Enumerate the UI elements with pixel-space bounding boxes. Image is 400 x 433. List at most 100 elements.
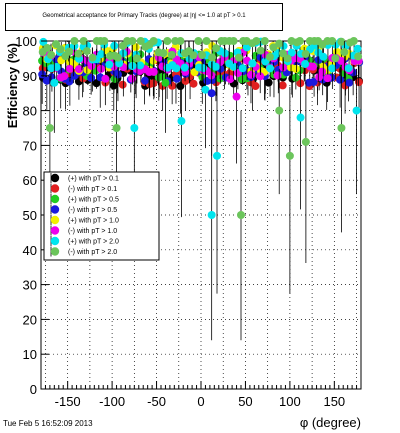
legend-label: (+) with pT > 0.5 bbox=[68, 197, 119, 204]
x-tick-label: 50 bbox=[238, 394, 252, 409]
legend-marker bbox=[50, 184, 60, 193]
legend-label: (-) with pT > 0.1 bbox=[68, 186, 117, 193]
data-point bbox=[252, 37, 261, 45]
data-point bbox=[256, 46, 265, 55]
data-point bbox=[208, 53, 217, 62]
data-point-outlier bbox=[112, 124, 121, 132]
legend-label: (+) with pT > 2.0 bbox=[68, 239, 119, 246]
data-point bbox=[149, 67, 158, 76]
data-point bbox=[275, 39, 284, 48]
data-point bbox=[234, 53, 243, 62]
data-point bbox=[331, 54, 340, 63]
data-point bbox=[328, 37, 337, 45]
data-point-outlier bbox=[285, 151, 294, 160]
x-tick-label: -50 bbox=[147, 394, 166, 409]
data-point bbox=[337, 37, 346, 46]
y-tick-label: 40 bbox=[23, 243, 37, 258]
data-point bbox=[97, 50, 106, 59]
legend-marker bbox=[50, 215, 60, 225]
data-point-outlier bbox=[177, 117, 186, 126]
legend-marker bbox=[50, 194, 60, 204]
data-point bbox=[149, 37, 158, 45]
data-point-outlier bbox=[161, 78, 170, 87]
legend-label: (+) with pT > 1.0 bbox=[68, 218, 119, 225]
data-point bbox=[278, 81, 287, 90]
data-point-outlier bbox=[275, 106, 284, 115]
data-point bbox=[136, 37, 145, 45]
y-tick-label: 50 bbox=[23, 208, 37, 223]
y-tick-label: 100 bbox=[15, 34, 37, 49]
data-point bbox=[291, 64, 300, 73]
data-point bbox=[264, 78, 273, 87]
data-point bbox=[287, 48, 296, 57]
data-point-outlier bbox=[301, 137, 310, 146]
data-point bbox=[74, 65, 83, 74]
data-point bbox=[149, 79, 158, 88]
data-point bbox=[101, 74, 110, 83]
data-point bbox=[38, 70, 47, 79]
y-tick-label: 80 bbox=[23, 104, 37, 119]
data-point bbox=[336, 75, 345, 84]
x-tick-label: -100 bbox=[99, 394, 125, 409]
data-point bbox=[159, 49, 168, 58]
data-point-outlier bbox=[296, 113, 305, 122]
data-point bbox=[265, 52, 274, 61]
data-point bbox=[256, 72, 265, 81]
data-point bbox=[248, 59, 257, 68]
x-tick-label: 0 bbox=[197, 394, 204, 409]
data-point-outlier bbox=[50, 78, 59, 87]
data-point bbox=[172, 64, 181, 73]
data-point bbox=[273, 71, 282, 80]
data-point-outlier bbox=[130, 124, 139, 132]
data-point bbox=[266, 64, 275, 73]
y-tick-label: 10 bbox=[23, 347, 37, 362]
y-tick-label: 30 bbox=[23, 278, 37, 293]
data-point bbox=[354, 52, 363, 61]
data-point bbox=[132, 54, 141, 63]
data-point bbox=[172, 74, 181, 83]
data-point bbox=[52, 63, 61, 72]
data-point bbox=[131, 43, 140, 52]
x-tick-label: -150 bbox=[55, 394, 81, 409]
data-point bbox=[56, 45, 65, 54]
data-point bbox=[345, 78, 354, 87]
data-point bbox=[163, 37, 172, 45]
data-point bbox=[229, 62, 238, 71]
data-point bbox=[46, 51, 55, 60]
data-point bbox=[301, 59, 310, 68]
y-tick-label: 20 bbox=[23, 312, 37, 327]
x-tick-label: 150 bbox=[323, 394, 345, 409]
data-point bbox=[211, 62, 220, 71]
data-point bbox=[189, 79, 198, 88]
data-point bbox=[229, 37, 238, 45]
data-point bbox=[82, 47, 91, 56]
data-point bbox=[295, 37, 304, 45]
data-point bbox=[269, 43, 278, 52]
data-point bbox=[283, 54, 292, 63]
legend-marker bbox=[50, 236, 60, 246]
data-point bbox=[176, 81, 185, 90]
y-tick-label: 70 bbox=[23, 138, 37, 153]
legend-label: (-) with pT > 2.0 bbox=[68, 249, 117, 256]
y-tick-label: 60 bbox=[23, 173, 37, 188]
chart-title-box: Geometrical acceptance for Primary Track… bbox=[5, 3, 283, 31]
data-point bbox=[113, 70, 122, 79]
data-point bbox=[318, 67, 327, 76]
y-axis-label: Efficiency (%) bbox=[5, 43, 20, 128]
data-point bbox=[65, 47, 74, 56]
data-point bbox=[176, 37, 185, 45]
data-point bbox=[74, 49, 83, 58]
footer-timestamp: Tue Feb 5 16:52:09 2013 bbox=[3, 419, 93, 428]
data-point bbox=[349, 37, 358, 45]
chart-title: Geometrical acceptance for Primary Track… bbox=[42, 13, 246, 19]
data-point bbox=[301, 49, 310, 58]
data-point-outlier bbox=[237, 211, 245, 219]
data-point bbox=[251, 82, 260, 91]
data-point bbox=[242, 43, 251, 52]
data-point bbox=[340, 48, 349, 57]
data-point-outlier bbox=[207, 89, 216, 98]
data-point bbox=[39, 37, 48, 46]
legend-label: (-) with pT > 1.0 bbox=[68, 228, 117, 235]
legend-marker bbox=[50, 173, 60, 183]
